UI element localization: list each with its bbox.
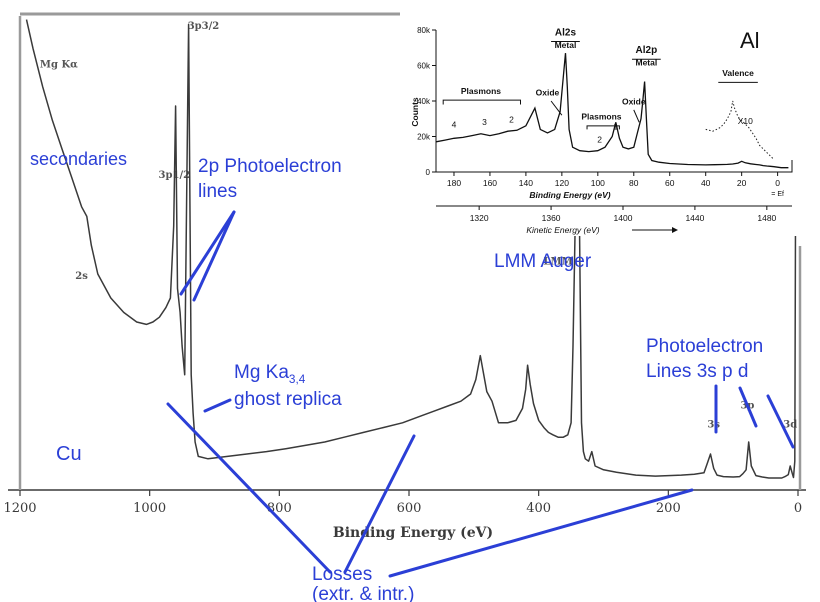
al-spectrum-line xyxy=(435,53,789,169)
plasmon-bracket-2p xyxy=(586,125,620,130)
leader-losses-left xyxy=(166,402,332,574)
annotation-2p-photoelectron: 2p Photoelectron lines xyxy=(198,156,342,202)
inset-peak-label: Plasmons xyxy=(581,112,621,122)
inset-y-tick-label: 80k xyxy=(417,26,431,35)
inset-axes: 0 20k 40k 60k 80k 180 160 140 120 100 80 60 40 20 0 = E… xyxy=(417,26,793,233)
leader-3p xyxy=(738,386,758,428)
inset-x-tick-label: 180 xyxy=(447,178,461,188)
peak-label: 3p3/2 xyxy=(188,21,220,32)
inset-y-tick-label: 40k xyxy=(417,97,431,106)
inset-peak-label: Al2p xyxy=(636,45,658,56)
inset-x-tick-label: 40 xyxy=(701,178,711,188)
inset-x-tick-label: 60 xyxy=(665,178,675,188)
peak-label: 3d xyxy=(783,420,797,431)
inset-y-axis-label: Counts xyxy=(410,97,420,127)
annotation-lmm-auger: LMM Auger xyxy=(494,251,592,272)
leader-3d xyxy=(766,394,795,449)
peak-label: 2s xyxy=(75,271,88,282)
inset-kinetic-tick-label: 1320 xyxy=(470,213,489,223)
inset-x-tick-label: 20 xyxy=(737,178,747,188)
inset-peak-label: Metal xyxy=(555,40,577,50)
inset-element-label: Al xyxy=(740,28,760,53)
inset-peak-label: Valence xyxy=(722,68,754,78)
main-x-tick-label: 0 xyxy=(794,501,802,516)
inset-peak-label: 2 xyxy=(597,135,602,145)
peak-label: LMM xyxy=(544,256,573,267)
inset-peak-label: Oxide xyxy=(536,88,560,98)
al-inset-chart: 0 20k 40k 60k 80k 180 160 140 120 100 80 60 40 20 0 = E… xyxy=(400,4,800,236)
inset-x-tick-label: 160 xyxy=(483,178,497,188)
annotation-losses: Losses (extr. & intr.) xyxy=(312,564,414,602)
annotation-valence-photoelectron: Photoelectron Lines 3s p d xyxy=(646,336,763,382)
inset-kinetic-tick-label: 1480 xyxy=(757,213,776,223)
cu-spectrum-line xyxy=(25,14,799,479)
annotation-ghost-replica: Mg Ka3,4 ghost replica xyxy=(234,362,342,410)
main-axes: 1200 1000 800 600 400 200 0 xyxy=(3,12,806,516)
inset-x-tick-label: 100 xyxy=(591,178,605,188)
inset-peak-label: 4 xyxy=(452,120,457,130)
oxide-arrow-2p xyxy=(633,109,640,123)
annotation-leader-lines xyxy=(166,210,795,578)
inset-peak-label: 3 xyxy=(482,117,487,127)
inset-x-tick-label: 0 xyxy=(775,178,780,188)
inset-x-tick-label: 140 xyxy=(519,178,533,188)
inset-peak-label: Al2s xyxy=(555,27,577,38)
inset-peak-label: Metal xyxy=(635,58,657,68)
peak-label: Mg Kα xyxy=(40,60,78,71)
main-x-tick-label: 200 xyxy=(656,501,681,516)
main-x-tick-label: 1000 xyxy=(133,501,166,516)
inset-background xyxy=(400,4,800,236)
inset-y-tick-label: 0 xyxy=(426,168,431,177)
main-x-tick-label: 1200 xyxy=(3,501,36,516)
leader-ghost xyxy=(203,398,232,413)
inset-kinetic-energy-label: Kinetic Energy (eV) xyxy=(526,225,599,235)
inset-y-tick-label: 60k xyxy=(417,62,431,71)
inset-peak-labels: Plasmons OxideAl2sMetalAl2pMetalOxidePlas… xyxy=(442,27,758,145)
main-x-axis-label: Binding Energy (eV) xyxy=(333,525,493,541)
cu-survey-chart: 1200 1000 800 600 400 200 0 Mg Kα3p3/22s3p1/2L… xyxy=(3,12,806,541)
inset-peak-label: Plasmons xyxy=(461,86,501,96)
inset-peak-label: X10 xyxy=(738,116,753,126)
leader-2p-b xyxy=(192,210,236,302)
inset-peak-label: 2 xyxy=(509,114,514,124)
inset-kinetic-tick-label: 1440 xyxy=(685,213,704,223)
inset-peak-label: 1 xyxy=(613,121,618,131)
leader-losses-mid xyxy=(343,434,416,574)
leader-2p-a xyxy=(179,210,236,296)
inset-fermi-label: = Ef xyxy=(771,191,784,198)
peak-label: 3s xyxy=(707,420,720,431)
leader-losses-right xyxy=(388,488,694,578)
inset-x-tick-label: 80 xyxy=(629,178,639,188)
plasmon-bracket xyxy=(442,99,522,105)
annotation-secondaries: secondaries xyxy=(30,149,127,169)
oxide-arrow xyxy=(550,100,563,116)
main-x-tick-label: 600 xyxy=(397,501,422,516)
inset-kinetic-tick-label: 1400 xyxy=(614,213,633,223)
al-valence-x10-line xyxy=(705,100,775,160)
inset-binding-energy-label: Binding Energy (eV) xyxy=(529,190,610,200)
inset-x-tick-label: 120 xyxy=(555,178,569,188)
inset-kinetic-arrowhead xyxy=(672,227,678,233)
inset-peak-label: Oxide xyxy=(622,97,646,107)
inset-kinetic-tick-label: 1360 xyxy=(542,213,561,223)
annotation-labels: secondaries 2p Photoelectron lines LMM Auge… xyxy=(30,149,763,602)
inset-y-tick-label: 20k xyxy=(417,133,431,142)
annotation-cu: Cu xyxy=(56,443,82,465)
main-x-tick-label: 400 xyxy=(526,501,551,516)
